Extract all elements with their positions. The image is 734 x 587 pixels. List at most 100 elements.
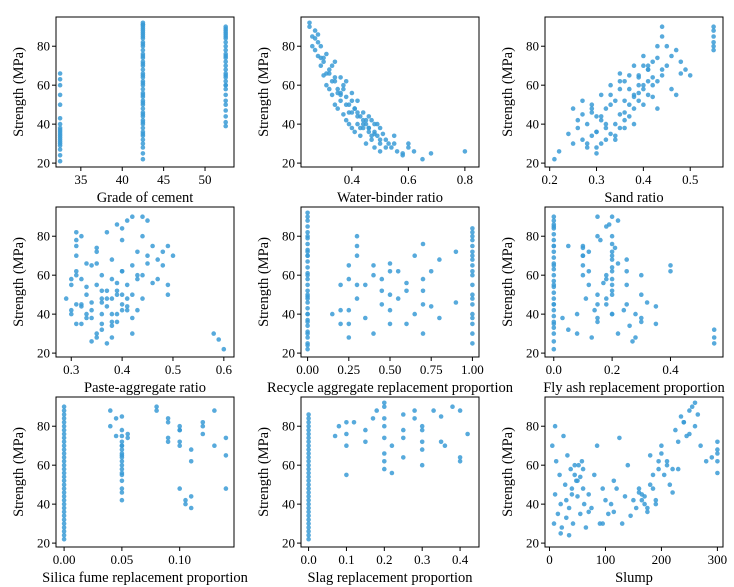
data-point: [639, 272, 644, 278]
data-point: [223, 92, 228, 98]
data-point: [140, 22, 146, 28]
data-point: [354, 253, 360, 258]
data-point: [551, 255, 557, 260]
data-point: [140, 156, 146, 162]
y-tick-label: 20: [282, 536, 295, 551]
data-point: [681, 420, 687, 425]
data-point: [305, 241, 310, 247]
y-tick-label: 40: [37, 307, 50, 322]
data-point: [615, 331, 621, 336]
data-point: [140, 100, 146, 105]
data-point: [352, 129, 358, 135]
data-point: [551, 282, 557, 288]
data-point: [89, 307, 94, 313]
data-point: [551, 313, 557, 319]
data-point: [188, 447, 194, 452]
y-tick-label: 40: [37, 117, 50, 132]
data-point: [338, 307, 343, 313]
data-point: [428, 304, 434, 309]
x-tick-label: 0.10: [168, 552, 191, 567]
data-point: [119, 443, 125, 449]
data-point: [363, 439, 368, 445]
data-point: [119, 302, 125, 307]
data-point: [609, 257, 615, 262]
data-point: [113, 416, 119, 421]
data-point: [119, 307, 125, 313]
data-point: [57, 147, 63, 152]
data-point: [165, 435, 171, 441]
data-point: [683, 67, 688, 72]
data-point: [631, 63, 637, 68]
data-point: [360, 121, 366, 127]
data-point: [306, 466, 311, 472]
data-point: [305, 288, 310, 294]
data-point: [349, 98, 355, 104]
data-point: [305, 276, 310, 282]
data-point: [371, 272, 376, 278]
data-point: [551, 302, 557, 307]
data-point: [61, 486, 67, 491]
x-tick-label: 1.00: [461, 362, 484, 377]
data-point: [664, 43, 670, 49]
data-point: [89, 315, 94, 321]
data-point: [369, 137, 374, 142]
data-point: [565, 453, 570, 458]
data-point: [659, 443, 664, 449]
data-point: [57, 82, 63, 88]
data-point: [104, 296, 110, 301]
data-point: [592, 472, 597, 478]
data-point: [550, 443, 555, 449]
data-point: [327, 86, 332, 92]
data-point: [306, 525, 311, 530]
subplot-4: 0.3 0.4 0.5 0.6 20 40 60 80 Paste-aggregate rati…: [11, 206, 235, 396]
data-point: [650, 486, 656, 491]
x-tick-label: 0: [546, 552, 553, 567]
data-point: [130, 263, 135, 268]
data-point: [145, 261, 150, 266]
data-point: [558, 501, 563, 507]
scatter-points: [61, 404, 229, 542]
data-point: [61, 529, 67, 534]
data-point: [377, 141, 383, 146]
data-point: [580, 486, 586, 491]
data-point: [551, 321, 557, 327]
data-point: [99, 272, 105, 278]
data-point: [177, 443, 182, 449]
data-point: [363, 141, 369, 146]
data-point: [223, 67, 228, 72]
data-point: [305, 323, 310, 329]
data-point: [659, 451, 664, 456]
data-point: [306, 427, 311, 433]
data-point: [604, 276, 609, 282]
data-point: [119, 462, 125, 468]
data-point: [140, 112, 146, 117]
data-point: [341, 112, 346, 117]
data-point: [715, 439, 720, 445]
data-point: [598, 141, 604, 146]
data-point: [154, 408, 159, 413]
data-point: [346, 335, 352, 340]
data-point: [305, 311, 310, 317]
data-point: [622, 110, 627, 115]
data-point: [57, 92, 63, 98]
data-point: [692, 423, 698, 429]
data-point: [223, 40, 228, 45]
y-tick-label: 40: [37, 497, 50, 512]
data-point: [312, 28, 318, 33]
data-point: [94, 282, 99, 288]
y-tick-label: 80: [37, 419, 50, 434]
data-point: [621, 307, 627, 313]
data-point: [613, 133, 618, 139]
data-point: [223, 43, 228, 49]
data-point: [74, 243, 79, 249]
x-tick-label: 0.75: [420, 362, 443, 377]
y-tick-label: 80: [37, 229, 50, 244]
data-point: [140, 92, 146, 98]
data-point: [580, 253, 586, 258]
data-point: [312, 36, 318, 41]
data-point: [119, 269, 125, 274]
data-point: [177, 439, 182, 445]
x-tick-label: 0.3: [63, 362, 79, 377]
data-point: [613, 98, 618, 104]
